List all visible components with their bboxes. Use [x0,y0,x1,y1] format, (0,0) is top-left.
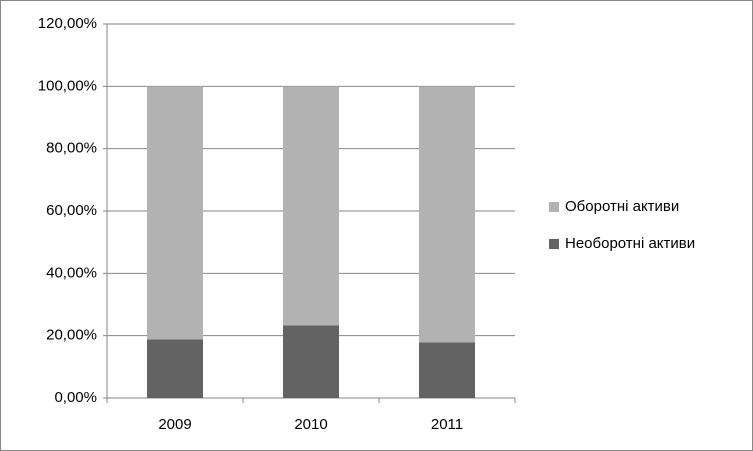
y-tick-label: 80,00% [46,140,97,157]
legend-label: Необоротні активи [565,235,695,252]
y-tick-label: 0,00% [54,389,97,406]
bar-segment [283,325,339,398]
y-tick-label: 20,00% [46,327,97,344]
legend-swatch [549,202,559,212]
bar-segment [147,339,203,398]
y-tick-label: 120,00% [38,15,97,32]
bar-segment [419,86,475,343]
bar-segment [147,86,203,340]
y-tick-label: 40,00% [46,264,97,281]
bar-segment [283,86,339,326]
x-tick-label: 2009 [158,416,191,433]
x-tick-label: 2010 [294,416,327,433]
bar-segment [419,342,475,398]
x-tick-label: 2011 [431,416,463,433]
legend-label: Оборотні активи [565,198,679,215]
y-tick-label: 100,00% [38,77,97,94]
y-tick-label: 60,00% [46,202,97,219]
legend-swatch [549,239,559,249]
